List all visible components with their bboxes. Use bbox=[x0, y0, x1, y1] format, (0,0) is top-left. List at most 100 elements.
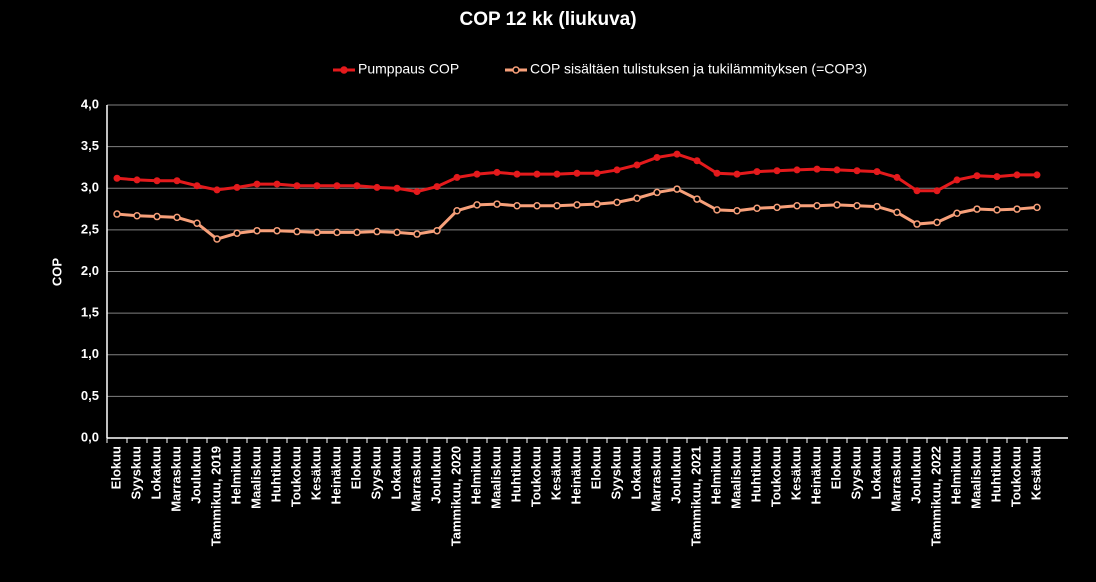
x-tick-label: Huhtikuu bbox=[748, 446, 763, 502]
data-point bbox=[173, 213, 181, 222]
data-point bbox=[593, 200, 601, 208]
data-point bbox=[253, 180, 261, 188]
legend-label: Pumppaus COP bbox=[358, 61, 459, 77]
x-tick-label: Marraskuu bbox=[648, 446, 663, 512]
y-tick-label: 2,0 bbox=[81, 263, 99, 278]
data-point bbox=[933, 218, 941, 227]
data-point bbox=[513, 201, 521, 210]
data-point bbox=[353, 228, 361, 237]
data-point bbox=[753, 204, 761, 212]
x-tick-label: Toukokuu bbox=[1008, 446, 1023, 507]
x-tick-label: Lokakuu bbox=[388, 446, 403, 500]
x-tick-label: Maaliskuu bbox=[968, 446, 983, 509]
data-point bbox=[1013, 171, 1021, 179]
data-point bbox=[813, 201, 821, 210]
x-tick-label: Elokuu bbox=[108, 446, 123, 489]
data-point bbox=[193, 219, 201, 227]
data-point bbox=[673, 185, 681, 193]
legend-marker bbox=[340, 66, 348, 74]
data-point bbox=[393, 184, 401, 192]
x-tick-label: Lokakuu bbox=[148, 446, 163, 500]
data-point bbox=[413, 188, 421, 196]
data-point bbox=[133, 211, 141, 220]
data-point bbox=[513, 170, 521, 178]
data-point bbox=[993, 173, 1001, 181]
x-tick-label: Huhtikuu bbox=[988, 446, 1003, 502]
legend-label: COP sisältäen tulistuksen ja tukilämmity… bbox=[530, 61, 867, 77]
data-point bbox=[433, 226, 441, 235]
data-point bbox=[233, 229, 241, 237]
data-point bbox=[293, 182, 301, 190]
data-point bbox=[873, 168, 881, 176]
data-point bbox=[453, 206, 461, 215]
x-tick-label: Helmikuu bbox=[228, 446, 243, 505]
data-point bbox=[233, 183, 241, 191]
data-point bbox=[773, 203, 781, 212]
data-point bbox=[713, 169, 721, 177]
x-tick-label: Syyskuu bbox=[848, 446, 863, 500]
data-point bbox=[793, 201, 801, 210]
data-point bbox=[713, 206, 721, 214]
data-point bbox=[153, 212, 161, 221]
data-point bbox=[273, 180, 281, 188]
x-tick-label: Joulukuu bbox=[428, 446, 443, 504]
x-tick-label: Marraskuu bbox=[408, 446, 423, 512]
data-point bbox=[353, 182, 361, 190]
data-point bbox=[933, 187, 941, 195]
data-point bbox=[913, 187, 921, 195]
x-tick-label: Maaliskuu bbox=[248, 446, 263, 509]
x-tick-label: Kesäkuu bbox=[308, 446, 323, 500]
data-point bbox=[593, 169, 601, 177]
data-point bbox=[813, 165, 821, 173]
x-tick-label: Toukokuu bbox=[768, 446, 783, 507]
data-point bbox=[653, 188, 661, 197]
x-tick-label: Maaliskuu bbox=[488, 446, 503, 509]
data-point bbox=[453, 173, 461, 181]
x-tick-label: Lokakuu bbox=[628, 446, 643, 500]
data-point bbox=[193, 182, 201, 190]
x-tick-label: Tammikuu, 2022 bbox=[928, 446, 943, 546]
data-point bbox=[493, 200, 501, 208]
data-point bbox=[833, 166, 841, 174]
data-point bbox=[133, 176, 141, 184]
data-point bbox=[373, 183, 381, 191]
data-point bbox=[893, 208, 901, 217]
y-tick-label: 0,5 bbox=[81, 388, 99, 403]
data-point bbox=[1033, 171, 1041, 179]
data-point bbox=[213, 186, 221, 194]
data-point bbox=[533, 201, 541, 210]
data-point bbox=[613, 166, 621, 174]
data-point bbox=[693, 157, 701, 165]
y-tick-label: 4,0 bbox=[81, 96, 99, 111]
x-tick-label: Toukokuu bbox=[528, 446, 543, 507]
x-tick-label: Heinäkuu bbox=[568, 446, 583, 505]
data-point bbox=[433, 183, 441, 191]
data-point bbox=[313, 182, 321, 190]
data-point bbox=[673, 150, 681, 158]
x-tick-label: Tammikuu, 2021 bbox=[688, 446, 703, 546]
x-tick-label: Heinäkuu bbox=[328, 446, 343, 505]
data-point bbox=[733, 170, 741, 178]
x-tick-label: Heinäkuu bbox=[808, 446, 823, 505]
data-point bbox=[333, 182, 341, 190]
data-point bbox=[373, 227, 381, 236]
data-point bbox=[473, 170, 481, 178]
legend-marker bbox=[512, 66, 520, 74]
y-tick-label: 0,0 bbox=[81, 429, 99, 444]
x-tick-label: Elokuu bbox=[828, 446, 843, 489]
x-tick-label: Syyskuu bbox=[608, 446, 623, 500]
data-point bbox=[1033, 203, 1041, 212]
data-point bbox=[313, 228, 321, 237]
y-tick-label: 2,5 bbox=[81, 221, 99, 236]
x-tick-label: Marraskuu bbox=[888, 446, 903, 512]
data-point bbox=[393, 228, 401, 237]
x-tick-label: Joulukuu bbox=[668, 446, 683, 504]
data-point bbox=[973, 205, 981, 213]
data-point bbox=[1013, 205, 1021, 213]
data-point bbox=[633, 194, 641, 202]
data-point bbox=[113, 210, 121, 218]
data-point bbox=[993, 206, 1001, 214]
x-tick-label: Kesäkuu bbox=[1028, 446, 1043, 500]
data-point bbox=[613, 198, 621, 207]
